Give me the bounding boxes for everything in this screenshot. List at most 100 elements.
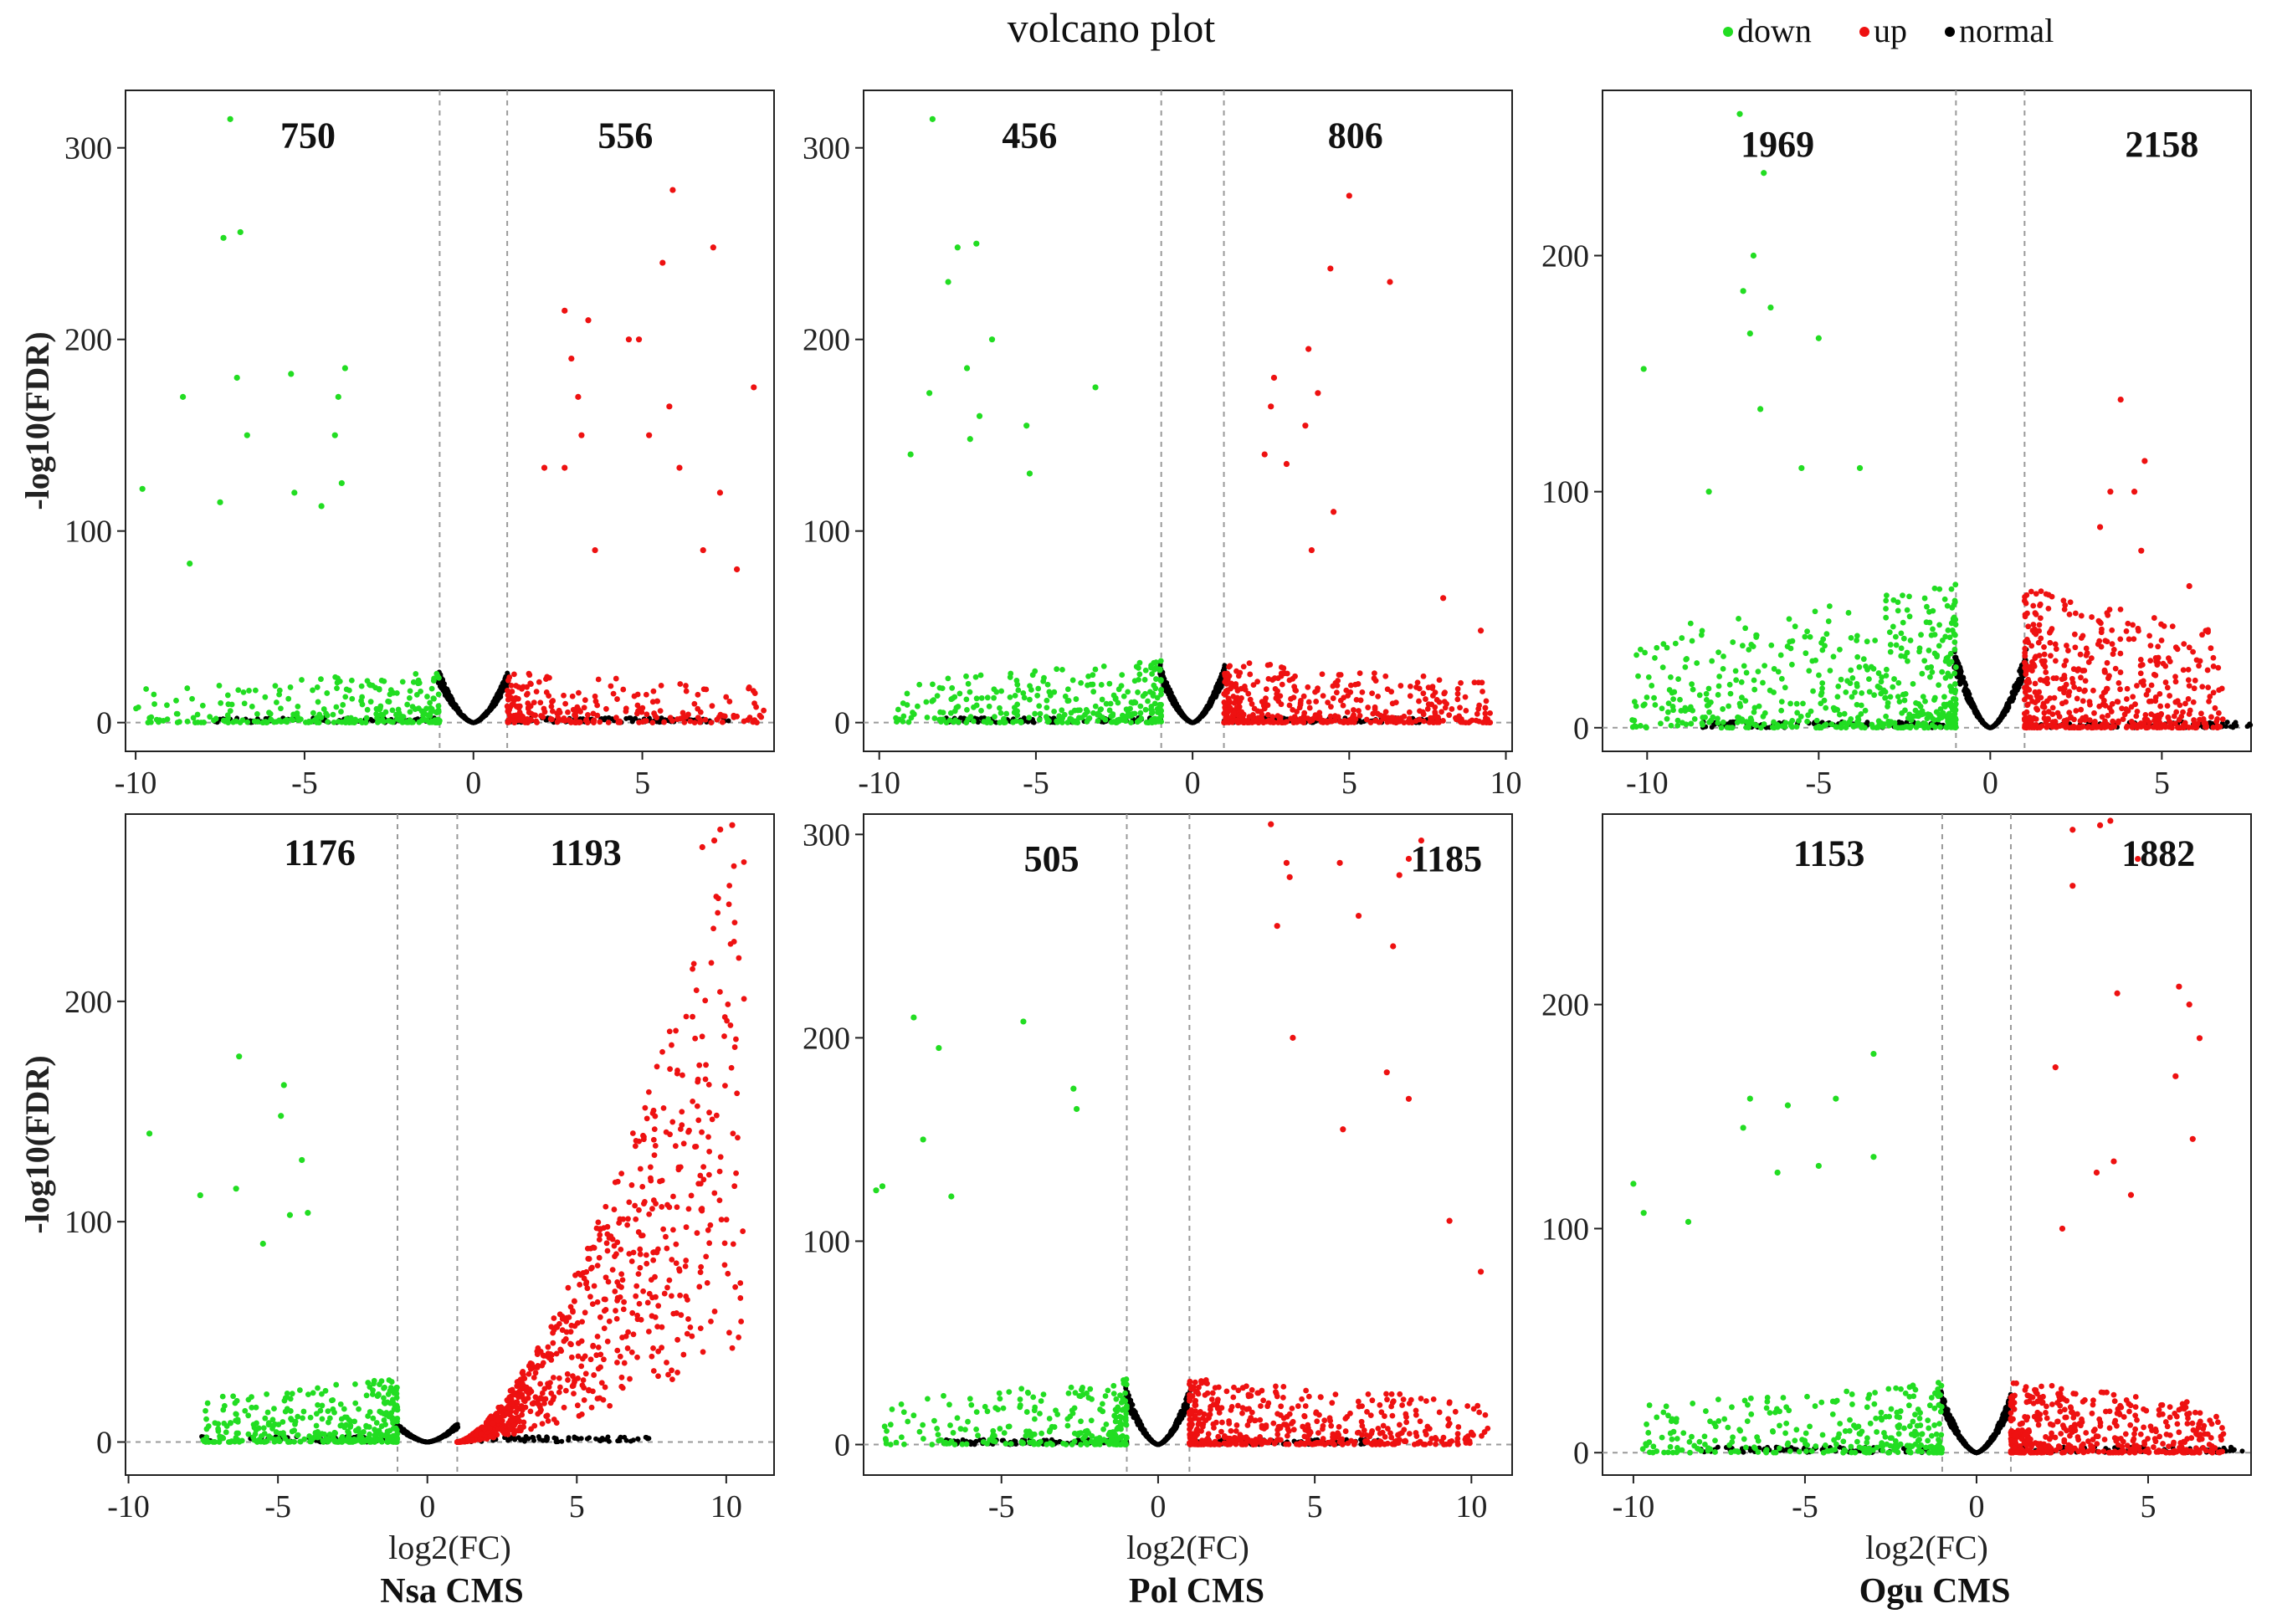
down-point — [1908, 717, 1915, 724]
up-point — [635, 336, 643, 343]
up-point — [2164, 703, 2171, 709]
down-point — [1018, 718, 1024, 725]
down-point — [216, 683, 223, 689]
up-point — [561, 692, 567, 699]
up-point — [2109, 700, 2115, 707]
normal-point — [2010, 695, 2016, 701]
down-point — [964, 706, 970, 713]
normal-point — [2224, 720, 2230, 725]
up-point — [2148, 711, 2155, 718]
down-point — [1928, 663, 1935, 670]
down-point — [1011, 704, 1018, 711]
down-point — [904, 702, 910, 708]
down-point — [939, 685, 946, 692]
up-point — [2043, 591, 2049, 597]
down-point — [427, 713, 433, 720]
down-point — [233, 1411, 239, 1417]
normal-point — [446, 691, 452, 697]
down-point — [151, 691, 157, 698]
down-point — [291, 489, 298, 496]
down-point — [1946, 701, 1953, 708]
up-point — [2091, 710, 2097, 716]
normal-point — [1163, 679, 1169, 685]
up-point — [2139, 662, 2146, 668]
normal-point — [1709, 725, 1715, 730]
down-point — [324, 712, 331, 719]
up-point — [2112, 665, 2119, 672]
up-point — [1356, 670, 1363, 677]
up-point — [2196, 663, 2202, 669]
up-point — [1246, 660, 1253, 667]
up-point — [2064, 643, 2069, 648]
down-point — [1106, 680, 1113, 687]
down-point — [1869, 724, 1876, 730]
up-point — [2191, 720, 2198, 727]
down-point — [1743, 669, 1750, 676]
down-point — [388, 1410, 395, 1417]
down-point — [324, 690, 331, 696]
y-tick-label: 100 — [803, 515, 850, 550]
down-point — [1100, 663, 1107, 669]
down-point — [251, 1437, 258, 1443]
up-point — [2045, 605, 2052, 612]
up-point — [1343, 687, 1350, 694]
up-point — [1254, 679, 1261, 685]
down-point — [1819, 685, 1825, 692]
down-point — [1072, 718, 1079, 725]
down-point — [212, 1439, 218, 1445]
normal-point — [536, 1434, 541, 1440]
up-point — [2117, 397, 2124, 403]
up-point — [2037, 601, 2044, 607]
up-point — [549, 708, 556, 715]
down-point — [1876, 721, 1883, 728]
down-point — [1951, 681, 1958, 687]
up-point — [1457, 704, 1463, 711]
down-point — [993, 689, 1000, 695]
down-point — [1896, 699, 1903, 704]
up-point — [2087, 701, 2093, 708]
up-point — [2177, 702, 2183, 709]
down-point — [1819, 680, 1826, 686]
plot-frame — [125, 90, 775, 752]
up-point — [2210, 724, 2217, 730]
up-point — [2063, 658, 2069, 664]
down-point — [1092, 666, 1099, 673]
down-point — [1036, 716, 1043, 723]
up-point — [1223, 680, 1230, 687]
up-point — [2128, 723, 2135, 730]
down-point — [1921, 658, 1928, 664]
normal-point — [2004, 708, 2010, 714]
up-point — [1389, 700, 1396, 707]
down-point — [1859, 689, 1865, 696]
up-point — [1337, 697, 1344, 704]
up-point — [680, 715, 685, 721]
down-point — [204, 1400, 211, 1406]
up-point — [2023, 637, 2030, 643]
up-point — [1480, 689, 1485, 694]
up-point — [2101, 669, 2108, 675]
down-point — [973, 702, 980, 709]
down-point — [1716, 674, 1723, 679]
down-point — [1158, 712, 1164, 719]
down-point — [1938, 715, 1945, 720]
down-point — [1149, 671, 1155, 677]
normal-point — [497, 690, 503, 696]
down-point — [338, 479, 345, 487]
down-point — [135, 704, 141, 710]
x-tick-label: -10 — [858, 766, 900, 801]
down-point — [1644, 694, 1650, 700]
up-point — [1222, 673, 1228, 679]
up-point — [1297, 702, 1304, 708]
up-point — [2022, 613, 2028, 620]
up-point — [2125, 620, 2131, 627]
up-point — [1313, 699, 1320, 704]
down-point — [1920, 710, 1926, 717]
down-point — [237, 720, 244, 725]
y-tick-label: 100 — [64, 515, 112, 550]
down-point — [393, 1385, 400, 1391]
down-point — [1820, 636, 1827, 643]
down-point — [340, 702, 346, 708]
down-point — [215, 1428, 222, 1434]
up-point — [2165, 715, 2172, 721]
down-point — [1797, 714, 1804, 720]
